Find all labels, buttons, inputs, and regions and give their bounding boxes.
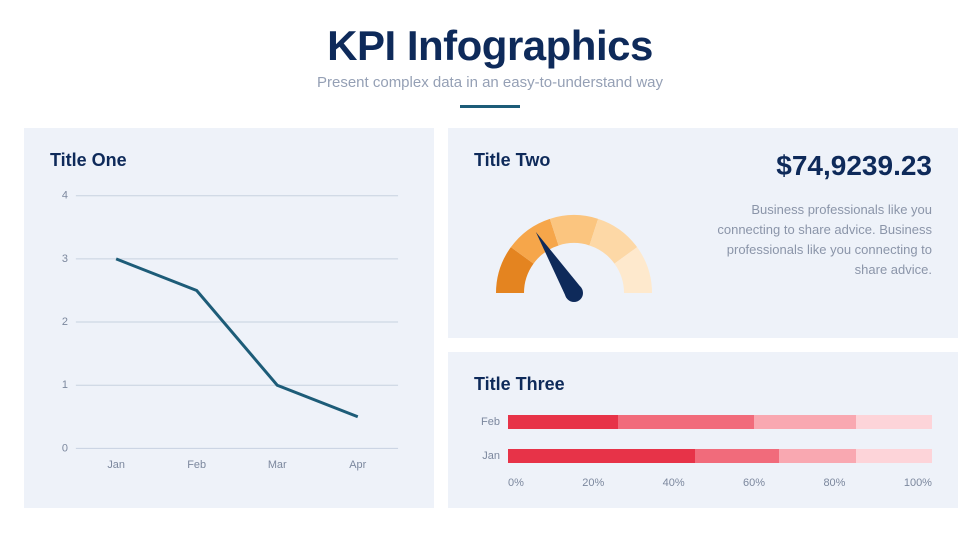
bar-segment — [508, 449, 695, 463]
bar-row: Feb — [474, 409, 932, 435]
bar-segment — [856, 449, 932, 463]
page-subtitle: Present complex data in an easy-to-under… — [0, 74, 980, 91]
svg-text:Mar: Mar — [268, 459, 287, 471]
bar-category-label: Jan — [474, 450, 508, 462]
bar-xtick: 60% — [743, 477, 765, 489]
gauge-value: $74,9239.23 — [703, 150, 932, 182]
svg-text:4: 4 — [62, 190, 68, 202]
gauge-right: $74,9239.23 Business professionals like … — [703, 150, 932, 320]
svg-text:Feb: Feb — [187, 459, 206, 471]
bar-track — [508, 449, 932, 463]
bar-segment — [695, 449, 780, 463]
bar-xaxis: 0% 20% 40% 60% 80% 100% — [508, 477, 932, 489]
stacked-bars-panel: Title Three Feb Jan 0% 20% 40% 60% 80% 100% — [448, 352, 958, 508]
gauge-description: Business professionals like you connecti… — [703, 200, 932, 281]
line-chart-title: Title One — [50, 150, 408, 171]
svg-text:Apr: Apr — [349, 459, 366, 471]
right-column: Title Two $74,9239.23 Business professio… — [448, 128, 958, 508]
gauge-chart — [474, 183, 674, 313]
gauge-panel: Title Two $74,9239.23 Business professio… — [448, 128, 958, 338]
line-chart-panel: Title One 0 1 2 3 4 Jan Feb Mar Apr — [24, 128, 434, 508]
line-chart: 0 1 2 3 4 Jan Feb Mar Apr — [50, 187, 408, 477]
stacked-bars-title: Title Three — [474, 374, 932, 395]
bar-xtick: 0% — [508, 477, 524, 489]
header: KPI Infographics Present complex data in… — [0, 0, 980, 108]
bar-row: Jan — [474, 443, 932, 469]
bar-xtick: 100% — [904, 477, 932, 489]
bar-xtick: 80% — [823, 477, 845, 489]
bar-segment — [754, 415, 856, 429]
bar-track — [508, 415, 932, 429]
bar-category-label: Feb — [474, 416, 508, 428]
svg-text:Jan: Jan — [107, 459, 125, 471]
gauge-left: Title Two — [474, 150, 703, 320]
page-title: KPI Infographics — [0, 22, 980, 70]
dashboard-grid: Title One 0 1 2 3 4 Jan Feb Mar Apr Title Two $7… — [0, 108, 980, 508]
svg-text:2: 2 — [62, 316, 68, 328]
svg-text:0: 0 — [62, 442, 68, 454]
stacked-bars-chart: Feb Jan 0% 20% 40% 60% 80% 100% — [474, 409, 932, 489]
svg-text:3: 3 — [62, 253, 68, 265]
bar-xtick: 40% — [663, 477, 685, 489]
bar-segment — [618, 415, 754, 429]
gauge-title: Title Two — [474, 150, 703, 171]
bar-xtick: 20% — [582, 477, 604, 489]
svg-text:1: 1 — [62, 379, 68, 391]
bar-segment — [856, 415, 932, 429]
line-chart-svg: 0 1 2 3 4 Jan Feb Mar Apr — [50, 187, 408, 477]
bar-segment — [779, 449, 855, 463]
bar-segment — [508, 415, 618, 429]
